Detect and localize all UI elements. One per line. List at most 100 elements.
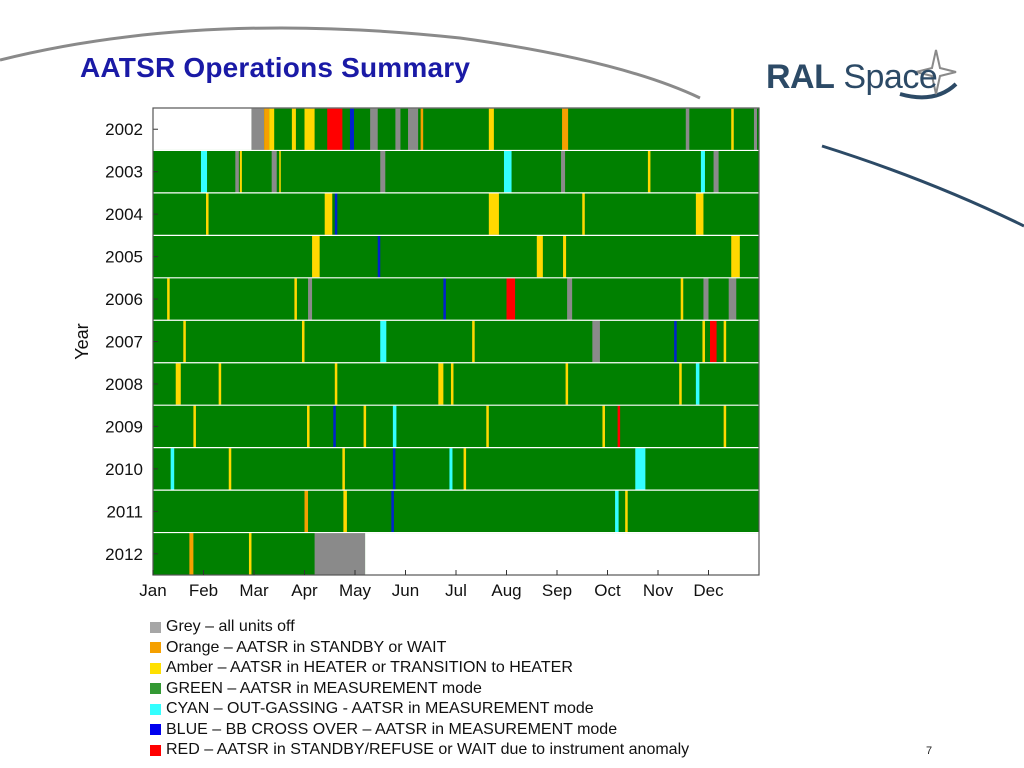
segment-amber-2007 xyxy=(702,320,705,363)
segment-grey-2002 xyxy=(395,108,401,150)
row-bar-2006 xyxy=(153,277,759,321)
legend-item-cyan: CYAN – OUT-GASSING - AATSR in MEASUREMEN… xyxy=(150,699,689,720)
segment-amber-2008 xyxy=(450,363,454,405)
segment-amber-2008 xyxy=(565,363,569,405)
segment-cyan-2008 xyxy=(695,363,700,405)
y-tick-label: 2007 xyxy=(105,333,143,352)
y-tick-label: 2004 xyxy=(105,205,143,224)
segment-amber-2009 xyxy=(307,405,310,448)
segment-amber-2006 xyxy=(680,278,684,320)
segment-cyan-2009 xyxy=(392,405,397,448)
segment-amber-2002 xyxy=(304,108,315,150)
segment-grey-2012 xyxy=(314,533,366,575)
y-tick-label: 2002 xyxy=(105,120,143,139)
segment-grey-2003 xyxy=(380,150,386,193)
legend-swatch-orange xyxy=(150,642,161,654)
segment-amber-2005 xyxy=(536,235,543,278)
segment-amber-2009 xyxy=(602,405,605,448)
logo-wordmark-bold: RAL xyxy=(766,58,835,96)
segment-blue-2006 xyxy=(443,278,446,320)
segment-amber-2007 xyxy=(301,320,305,363)
segment-amber-2005 xyxy=(731,235,740,278)
x-tick-label: Nov xyxy=(643,581,674,600)
segment-amber-2010 xyxy=(228,448,232,490)
logo-wordmark-regular: Space xyxy=(834,58,938,96)
y-tick-label: 2008 xyxy=(105,375,143,394)
segment-amber-2005 xyxy=(563,235,567,278)
segment-grey-2006 xyxy=(703,278,709,320)
segment-amber-2006 xyxy=(294,278,297,320)
legend-item-amber: Amber – AATSR in HEATER or TRANSITION to… xyxy=(150,658,689,679)
segment-cyan-2010 xyxy=(449,448,453,490)
segment-grey-2002 xyxy=(753,108,757,150)
x-tick-label: Aug xyxy=(491,581,521,600)
x-tick-label: Mar xyxy=(239,581,269,600)
segment-cyan-2010 xyxy=(170,448,175,490)
segment-amber-2002 xyxy=(488,108,494,150)
segment-grey-2006 xyxy=(308,278,313,320)
segment-blue-2011 xyxy=(391,490,394,533)
segment-blue-2010 xyxy=(392,448,396,490)
segment-amber-2010 xyxy=(342,448,345,490)
y-tick-label: 2006 xyxy=(105,290,143,309)
segment-blue-2004 xyxy=(334,193,338,235)
x-tick-label: Dec xyxy=(693,581,724,600)
row-bar-2011 xyxy=(153,490,759,533)
segment-amber-2007 xyxy=(183,320,186,363)
segment-orange-2012 xyxy=(189,533,194,575)
segment-blue-2009 xyxy=(333,405,336,448)
segment-grey-2003 xyxy=(271,150,277,193)
x-tick-label: May xyxy=(339,581,372,600)
y-tick-label: 2009 xyxy=(105,417,143,436)
segment-amber-2007 xyxy=(723,320,727,363)
segment-orange-2002 xyxy=(420,108,424,150)
x-tick-label: Feb xyxy=(189,581,218,600)
x-tick-label: Jul xyxy=(445,581,467,600)
segment-amber-2010 xyxy=(463,448,467,490)
segment-amber-2004 xyxy=(324,193,333,235)
row-bar-2008 xyxy=(153,362,759,406)
legend-label: GREEN – AATSR in MEASUREMENT mode xyxy=(166,679,482,697)
segment-orange-2002 xyxy=(562,108,569,150)
segment-blue-2007 xyxy=(674,320,677,363)
y-tick-label: 2010 xyxy=(105,460,143,479)
segment-grey-2003 xyxy=(713,150,719,193)
legend-item-grey: Grey – all units off xyxy=(150,617,689,638)
segment-grey-2003 xyxy=(235,150,239,193)
segment-amber-2002 xyxy=(731,108,734,150)
legend-item-red: RED – AATSR in STANDBY/REFUSE or WAIT du… xyxy=(150,740,689,761)
legend-label: Grey – all units off xyxy=(166,618,295,636)
segment-amber-2011 xyxy=(343,490,347,533)
slide-title: AATSR Operations Summary xyxy=(80,52,471,83)
segment-grey-2002 xyxy=(685,108,690,150)
segment-red-2009 xyxy=(617,405,621,448)
segment-amber-2004 xyxy=(206,193,209,235)
segment-blue-2002 xyxy=(349,108,354,150)
legend-swatch-green xyxy=(150,683,161,695)
segment-amber-2005 xyxy=(312,235,320,278)
legend-label: CYAN – OUT-GASSING - AATSR in MEASUREMEN… xyxy=(166,700,594,718)
segment-cyan-2003 xyxy=(200,150,208,193)
legend-swatch-amber xyxy=(150,662,161,674)
segment-cyan-2007 xyxy=(380,320,387,363)
legend-swatch-cyan xyxy=(150,703,161,715)
segment-amber-2011 xyxy=(625,490,628,533)
segment-amber-2004 xyxy=(695,193,704,235)
row-bar-2003 xyxy=(153,150,759,193)
segment-red-2007 xyxy=(710,320,717,363)
x-tick-label: Jun xyxy=(392,581,419,600)
legend-swatch-red xyxy=(150,744,161,756)
x-tick-label: Oct xyxy=(594,581,621,600)
segment-amber-2012 xyxy=(248,533,252,575)
page-number: 7 xyxy=(926,745,933,757)
segment-amber-2009 xyxy=(486,405,489,448)
row-bar-2010 xyxy=(153,447,759,491)
row-bar-2004 xyxy=(153,192,759,236)
legend-swatch-grey xyxy=(150,621,161,633)
segment-grey-2006 xyxy=(728,278,737,320)
x-tick-label: Apr xyxy=(291,581,318,600)
x-tick-label: Jan xyxy=(139,581,166,600)
segment-amber-2009 xyxy=(193,405,196,448)
